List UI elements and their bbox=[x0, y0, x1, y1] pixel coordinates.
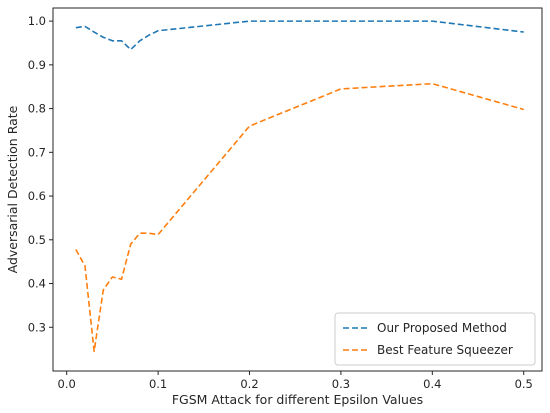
plot-area bbox=[52, 7, 543, 372]
y-tick-label: 0.8 bbox=[28, 102, 46, 116]
y-tick-label: 1.0 bbox=[28, 14, 46, 28]
y-tick-label: 0.5 bbox=[28, 233, 46, 247]
y-tick-label: 0.4 bbox=[28, 277, 46, 291]
legend-label: Our Proposed Method bbox=[377, 321, 507, 335]
legend-box bbox=[334, 312, 536, 366]
x-tick-label: 0.0 bbox=[58, 377, 76, 391]
plot-frame bbox=[52, 7, 543, 372]
x-axis-title: FGSM Attack for different Epsilon Values bbox=[172, 392, 423, 407]
y-tick-label: 0.3 bbox=[28, 320, 46, 334]
series-layer bbox=[75, 20, 524, 353]
y-tick-label: 0.6 bbox=[28, 189, 46, 203]
legend: Our Proposed Method Best Feature Squeezer bbox=[334, 312, 536, 366]
x-tick-label: 0.3 bbox=[332, 377, 350, 391]
legend-label: Best Feature Squeezer bbox=[377, 343, 513, 357]
y-tick-label: 0.9 bbox=[28, 58, 46, 72]
series-line bbox=[75, 82, 524, 353]
x-tick-label: 0.1 bbox=[149, 377, 167, 391]
y-axis-title: Adversarial Detection Rate bbox=[5, 105, 20, 273]
x-tick-label: 0.5 bbox=[515, 377, 533, 391]
series-line bbox=[75, 20, 524, 51]
y-axis: 0.3 0.4 0.5 0.6 0.7 0.8 0.9 1.0 bbox=[28, 14, 53, 334]
x-axis: 0.0 0.1 0.2 0.3 0.4 0.5 bbox=[58, 371, 533, 391]
x-tick-label: 0.2 bbox=[240, 377, 258, 391]
x-tick-label: 0.4 bbox=[423, 377, 441, 391]
y-tick-label: 0.7 bbox=[28, 145, 46, 159]
